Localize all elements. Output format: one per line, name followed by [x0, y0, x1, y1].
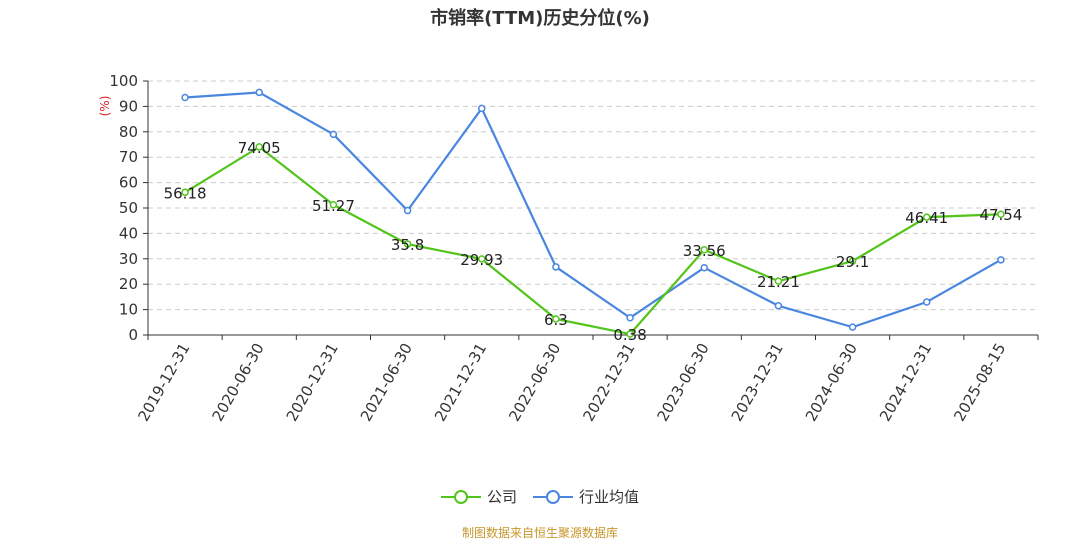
legend-item-industry[interactable]: 行业均值: [533, 486, 639, 507]
company-point[interactable]: [626, 330, 634, 338]
company-data-label: 47.54: [979, 206, 1022, 224]
x-tick-label: 2023-06-30: [654, 340, 713, 425]
company-point[interactable]: [774, 277, 783, 285]
company-point[interactable]: [700, 246, 708, 254]
grid-lines: [148, 80, 1038, 311]
industry-point[interactable]: [997, 256, 1005, 264]
company-point[interactable]: [848, 257, 857, 265]
company-data-label: 74.05: [238, 139, 281, 157]
company-data-label: 29.93: [460, 251, 503, 269]
industry-point[interactable]: [848, 323, 857, 331]
legend-industry-icon: [533, 489, 573, 504]
y-axis-label: (%): [98, 96, 112, 117]
company-data-label: 56.18: [164, 184, 207, 202]
industry-point[interactable]: [478, 104, 486, 113]
x-tick-label: 2024-06-30: [802, 340, 861, 425]
series: [181, 88, 1005, 338]
company-point[interactable]: [329, 201, 338, 209]
legend-company-label: 公司: [486, 488, 517, 506]
company-point[interactable]: [478, 255, 486, 263]
company-data-label: 6.3: [544, 311, 568, 329]
industry-point[interactable]: [700, 263, 708, 272]
y-tick-label: 50: [119, 199, 138, 217]
company-data-label: 51.27: [312, 197, 355, 215]
x-tick-label: 2022-06-30: [505, 340, 564, 425]
x-tick-label: 2021-06-30: [357, 340, 416, 425]
axes: 0 10 20 30 40 50 60 70 80 90 100 2019-12-31 2020-06-…: [109, 72, 1039, 425]
legend-industry-label: 行业均值: [579, 488, 640, 506]
y-tick-label: 20: [119, 275, 138, 293]
x-tick-label: 2025-08-15: [950, 340, 1009, 425]
source-note: 制图数据来自恒生聚源数据库: [461, 526, 618, 540]
y-tick-label: 30: [119, 250, 138, 268]
industry-point[interactable]: [923, 298, 931, 306]
y-tick-label: 60: [119, 174, 138, 192]
company-point[interactable]: [255, 143, 263, 151]
chart-title: 市销率(TTM)历史分位(%): [430, 8, 650, 29]
company-data-label: 46.41: [905, 209, 948, 227]
x-tick-label: 2021-12-31: [431, 340, 490, 425]
x-tick-label: 2024-12-31: [876, 340, 935, 425]
y-tick-label: 70: [119, 148, 138, 166]
y-tick-label: 90: [119, 97, 138, 115]
company-point[interactable]: [923, 213, 931, 221]
industry-point[interactable]: [403, 206, 412, 215]
x-tick-label: 2022-12-31: [579, 340, 638, 425]
company-series-line: [184, 145, 1001, 336]
company-point[interactable]: [552, 315, 560, 323]
legend-item-company[interactable]: 公司: [440, 486, 517, 507]
company-data-label: 29.1: [836, 253, 869, 271]
industry-point[interactable]: [626, 313, 634, 322]
industry-point[interactable]: [774, 302, 783, 310]
industry-point[interactable]: [255, 88, 263, 97]
company-point[interactable]: [181, 188, 189, 197]
y-tick-label: 100: [109, 72, 138, 90]
y-tick-label: 10: [119, 301, 138, 319]
company-point[interactable]: [997, 210, 1005, 218]
x-tick-label: 2023-12-31: [728, 340, 787, 425]
x-tick-label: 2020-06-30: [209, 340, 268, 425]
y-tick-label: 40: [119, 224, 138, 242]
company-point[interactable]: [403, 240, 412, 248]
y-tick-label: 80: [119, 123, 138, 141]
industry-point[interactable]: [552, 263, 560, 271]
data-labels: 56.18 74.05 51.27 35.8 29.93 6.3 0.38 33.56 21.2…: [164, 139, 1023, 344]
industry-point[interactable]: [329, 130, 338, 139]
industry-point[interactable]: [181, 93, 189, 102]
legend: 公司 行业均值: [0, 486, 1080, 507]
y-tick-label: 0: [128, 326, 138, 344]
legend-company-icon: [440, 489, 481, 504]
company-data-label: 35.8: [391, 236, 424, 254]
x-tick-label: 2020-12-31: [283, 340, 342, 425]
company-data-label: 33.56: [683, 242, 726, 260]
company-data-label: 21.21: [757, 273, 800, 291]
company-data-label: 0.38: [613, 326, 646, 344]
x-tick-label: 2019-12-31: [134, 340, 193, 425]
industry-series-line: [185, 91, 1002, 329]
